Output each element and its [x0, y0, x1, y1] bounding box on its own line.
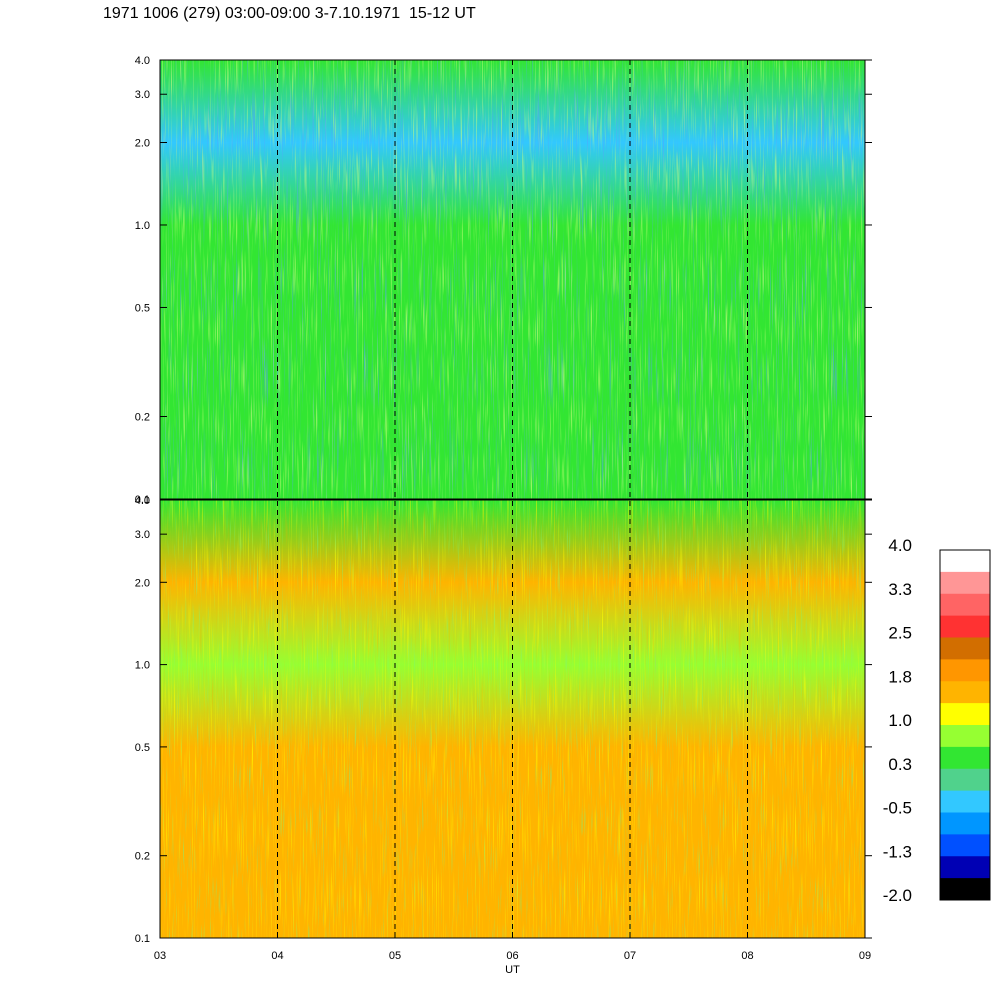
colorbar-swatch — [940, 637, 990, 660]
y-tick-label: 1.0 — [135, 660, 150, 672]
y-tick-label: 4.0 — [135, 495, 150, 507]
colorbar-tick-label: -2.0 — [883, 886, 912, 905]
colorbar-tick-label: -0.5 — [883, 799, 912, 818]
colorbar-tick-label: 1.0 — [888, 711, 912, 730]
x-axis-label: UT — [505, 964, 520, 976]
x-tick-label: 05 — [389, 950, 401, 962]
y-tick-label: 4.0 — [135, 55, 150, 67]
y-tick-label: 3.0 — [135, 529, 150, 541]
y-tick-label: 1.0 — [135, 220, 150, 232]
colorbar-swatch — [940, 725, 990, 748]
colorbar-swatch — [940, 550, 990, 573]
colorbar-tick-label: 3.3 — [888, 580, 912, 599]
colorbar-swatch — [940, 615, 990, 638]
colorbar-tick-label: 4.0 — [888, 536, 912, 555]
x-tick-label: 03 — [154, 950, 166, 962]
colorbar-swatch — [940, 856, 990, 879]
x-tick-label: 07 — [624, 950, 636, 962]
colorbar-swatch — [940, 593, 990, 617]
colorbar-tick-label: 0.3 — [888, 755, 912, 774]
colorbar-tick-label: 2.5 — [888, 624, 912, 643]
x-tick-label: 04 — [271, 950, 283, 962]
y-tick-label: 3.0 — [135, 89, 150, 101]
colorbar-swatch — [940, 834, 990, 857]
colorbar-swatch — [940, 746, 990, 770]
y-tick-label: 2.0 — [135, 577, 150, 589]
y-tick-label: 0.1 — [135, 933, 150, 945]
y-tick-label: 2.0 — [135, 137, 150, 149]
y-tick-label: 0.5 — [135, 742, 150, 754]
colorbar-frame — [939, 549, 991, 901]
colorbar-tick-label: 1.8 — [888, 667, 912, 686]
x-tick-label: 09 — [859, 950, 871, 962]
x-tick-label: 06 — [506, 950, 518, 962]
colorbar-swatch — [940, 812, 990, 835]
colorbar-swatch — [940, 768, 990, 792]
chart-title: 1971 1006 (279) 03:00-09:00 3-7.10.1971 … — [103, 5, 476, 22]
y-tick-label: 0.2 — [135, 851, 150, 863]
colorbar-swatch — [940, 790, 990, 813]
colorbar-tick-label: -1.3 — [883, 842, 912, 861]
colorbar-swatch — [940, 681, 990, 704]
colorbar-swatch — [940, 703, 990, 726]
colorbar-swatch — [940, 659, 990, 682]
x-tick-label: 08 — [741, 950, 753, 962]
colorbar-swatch — [940, 571, 990, 595]
y-tick-label: 0.2 — [135, 412, 150, 424]
y-tick-label: 0.5 — [135, 302, 150, 314]
y-tick-label: 0.1 — [135, 494, 150, 506]
panel-frame-upper — [159, 59, 866, 500]
colorbar-swatch — [940, 878, 990, 901]
